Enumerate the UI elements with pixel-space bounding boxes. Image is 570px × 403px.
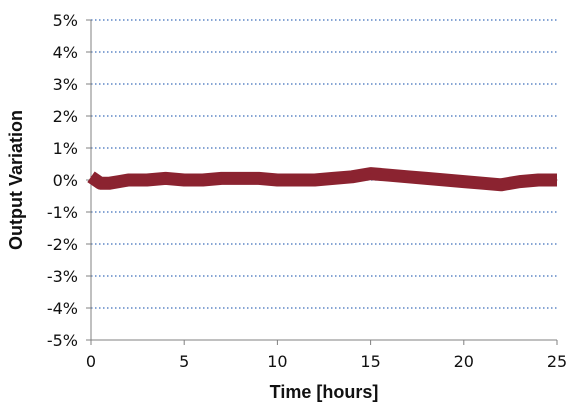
x-tick-label-3: 15 [360,352,380,371]
y-tick-label-8: -3% [47,267,78,286]
data-point-0-0 [90,176,92,178]
data-point-0-23 [481,182,483,184]
y-tick-label-4: 1% [53,139,78,158]
y-tick-label-0: 5% [53,11,78,30]
y-tick-label-1: 4% [53,43,78,62]
x-tick-label-4: 20 [454,352,474,371]
data-point-0-16 [351,176,353,178]
x-tick-labels: 0 5 10 15 20 25 [86,352,567,371]
y-axis-title: Output Variation [6,110,26,250]
data-point-0-22 [463,181,465,183]
data-point-0-18 [388,174,390,176]
data-point-0-24 [500,184,502,186]
y-tick-labels: 5% 4% 3% 2% 1% 0% -1% -2% -3% -4% -5% [47,11,78,350]
data-point-0-26 [519,181,521,183]
x-tick-label-2: 10 [267,352,287,371]
data-point-0-10 [239,177,241,179]
data-point-0-19 [407,176,409,178]
x-tick-label-0: 0 [86,352,96,371]
data-point-0-25 [509,182,511,184]
data-point-0-1 [99,182,101,184]
series-layer [87,167,558,192]
series-line-0 [87,167,557,192]
x-axis-title: Time [hours] [270,382,379,402]
data-point-0-8 [202,179,204,181]
data-point-0-15 [332,177,334,179]
y-tick-label-2: 3% [53,75,78,94]
axes [86,19,558,345]
data-point-0-17 [370,173,372,175]
data-point-0-3 [118,181,120,183]
data-point-0-6 [165,177,167,179]
data-point-0-9 [220,177,222,179]
data-point-0-4 [127,179,129,181]
data-point-0-21 [444,179,446,181]
x-tick-label-5: 25 [547,352,567,371]
data-point-0-14 [314,179,316,181]
data-point-0-20 [426,177,428,179]
x-tick-label-1: 5 [179,352,189,371]
y-tick-label-6: -1% [47,203,78,222]
y-tick-label-9: -4% [47,299,78,318]
y-tick-label-7: -2% [47,235,78,254]
y-tick-label-3: 2% [53,107,78,126]
data-point-0-2 [109,182,111,184]
data-point-0-7 [183,179,185,181]
y-tick-label-10: -5% [47,331,78,350]
data-point-0-12 [276,179,278,181]
data-point-0-27 [537,179,539,181]
gridlines [91,19,557,309]
data-point-0-28 [556,179,558,181]
data-point-0-13 [295,179,297,181]
y-tick-label-5: 0% [53,171,78,190]
data-point-0-11 [258,177,260,179]
data-point-0-5 [146,179,148,181]
